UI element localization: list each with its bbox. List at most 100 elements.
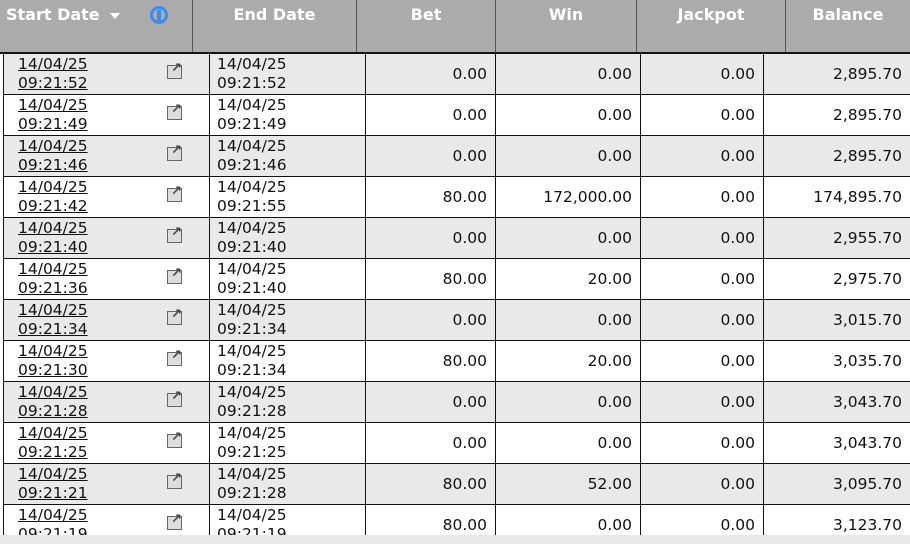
- end-date-cell: 14/04/25 09:21:25: [210, 423, 366, 463]
- end-date: 14/04/25: [217, 424, 287, 442]
- jackpot-cell: 0.00: [641, 259, 764, 299]
- external-link-icon[interactable]: [167, 428, 182, 448]
- header-end-date[interactable]: End Date: [193, 0, 357, 52]
- balance-cell: 3,043.70: [832, 434, 902, 452]
- win-cell: 20.00: [496, 341, 641, 381]
- end-time: 09:21:52: [217, 74, 287, 92]
- start-date-link[interactable]: 14/04/25 09:21:28: [18, 383, 88, 420]
- jackpot-cell: 0.00: [641, 218, 764, 258]
- external-link-icon[interactable]: [167, 141, 182, 161]
- start-date: 14/04/25: [18, 465, 88, 483]
- win-cell: 0.00: [496, 423, 641, 463]
- external-link-icon[interactable]: [167, 100, 182, 120]
- win-cell: 0.00: [496, 54, 641, 94]
- start-date-cell: 14/04/25 09:21:28: [3, 382, 210, 422]
- info-icon[interactable]: [150, 6, 168, 24]
- start-time: 09:21:46: [18, 156, 88, 174]
- end-date: 14/04/25: [217, 465, 287, 483]
- start-date-cell: 14/04/25 09:21:21: [3, 464, 210, 504]
- start-date-link[interactable]: 14/04/25 09:21:25: [18, 424, 88, 461]
- end-time: 09:21:28: [217, 402, 287, 420]
- balance-cell: 3,123.70: [832, 516, 902, 534]
- start-date-link[interactable]: 14/04/25 09:21:52: [18, 55, 88, 92]
- balance-cell: 174,895.70: [813, 188, 902, 206]
- bet-cell: 80.00: [366, 341, 496, 381]
- bet-cell: 0.00: [366, 382, 496, 422]
- end-time: 09:21:28: [217, 484, 287, 502]
- external-link-icon[interactable]: [167, 510, 182, 530]
- horizontal-scrollbar[interactable]: [0, 535, 910, 544]
- start-date-link[interactable]: 14/04/25 09:21:49: [18, 96, 88, 133]
- win-cell: 0.00: [496, 382, 641, 422]
- start-time: 09:21:25: [18, 443, 88, 461]
- start-date: 14/04/25: [18, 96, 88, 114]
- start-date-cell: 14/04/25 09:21:19: [3, 505, 210, 535]
- bet-cell: 0.00: [366, 136, 496, 176]
- end-date: 14/04/25: [217, 301, 287, 319]
- balance-cell: 2,955.70: [832, 229, 902, 247]
- start-date-cell: 14/04/25 09:21:46: [3, 136, 210, 176]
- jackpot-cell: 0.00: [641, 505, 764, 535]
- start-date-link[interactable]: 14/04/25 09:21:42: [18, 178, 88, 215]
- win-cell: 20.00: [496, 259, 641, 299]
- start-date: 14/04/25: [18, 383, 88, 401]
- table-header: Start Date End Date Bet Win Jackpot Bala…: [0, 0, 910, 54]
- end-date-cell: 14/04/25 09:21:19: [210, 505, 366, 535]
- start-date-cell: 14/04/25 09:21:25: [3, 423, 210, 463]
- start-date: 14/04/25: [18, 301, 88, 319]
- balance-cell: 3,043.70: [832, 393, 902, 411]
- table-row: 14/04/2509:21:1914/04/2509:21:1980.000.0…: [3, 505, 910, 535]
- end-date-cell: 14/04/25 09:21:52: [210, 54, 366, 94]
- bet-cell: 80.00: [366, 464, 496, 504]
- table-row: 14/04/2509:21:2114/04/2509:21:2880.0052.…: [3, 464, 910, 505]
- win-cell: 172,000.00: [496, 177, 641, 217]
- end-date: 14/04/25: [217, 506, 287, 524]
- external-link-icon[interactable]: [167, 305, 182, 325]
- start-date: 14/04/25: [18, 342, 88, 360]
- end-time: 09:21:19: [217, 525, 287, 535]
- jackpot-cell: 0.00: [641, 95, 764, 135]
- external-link-icon[interactable]: [167, 469, 182, 489]
- header-win[interactable]: Win: [496, 0, 637, 52]
- start-date-cell: 14/04/25 09:21:40: [3, 218, 210, 258]
- start-date-link[interactable]: 14/04/25 09:21:46: [18, 137, 88, 174]
- start-date: 14/04/25: [18, 506, 88, 524]
- start-date-link[interactable]: 14/04/25 09:21:40: [18, 219, 88, 256]
- jackpot-cell: 0.00: [641, 136, 764, 176]
- external-link-icon[interactable]: [167, 223, 182, 243]
- start-date: 14/04/25: [18, 178, 88, 196]
- start-date: 14/04/25: [18, 260, 88, 278]
- start-date-link[interactable]: 14/04/25 09:21:21: [18, 465, 88, 502]
- balance-cell: 3,095.70: [832, 475, 902, 493]
- start-time: 09:21:36: [18, 279, 88, 297]
- start-date-link[interactable]: 14/04/25 09:21:36: [18, 260, 88, 297]
- win-cell: 0.00: [496, 95, 641, 135]
- win-cell: 0.00: [496, 218, 641, 258]
- end-date-cell: 14/04/25 09:21:28: [210, 464, 366, 504]
- external-link-icon[interactable]: [167, 264, 182, 284]
- balance-cell: 3,035.70: [832, 352, 902, 370]
- header-bet[interactable]: Bet: [357, 0, 496, 52]
- balance-cell: 2,895.70: [832, 65, 902, 83]
- start-date-cell: 14/04/25 09:21:42: [3, 177, 210, 217]
- external-link-icon[interactable]: [167, 59, 182, 79]
- start-date-link[interactable]: 14/04/25 09:21:30: [18, 342, 88, 379]
- end-time: 09:21:34: [217, 320, 287, 338]
- start-date-cell: 14/04/25 09:21:36: [3, 259, 210, 299]
- header-start-date[interactable]: Start Date: [0, 0, 193, 52]
- start-time: 09:21:42: [18, 197, 88, 215]
- header-jackpot[interactable]: Jackpot: [637, 0, 786, 52]
- sort-desc-icon[interactable]: [109, 12, 120, 19]
- external-link-icon[interactable]: [167, 346, 182, 366]
- table-row: 14/04/2509:21:3014/04/2509:21:3480.0020.…: [3, 341, 910, 382]
- balance-cell: 3,015.70: [832, 311, 902, 329]
- start-time: 09:21:19: [18, 525, 88, 535]
- balance-cell: 2,895.70: [832, 147, 902, 165]
- header-balance[interactable]: Balance: [812, 5, 884, 24]
- end-date-cell: 14/04/25 09:21:34: [210, 300, 366, 340]
- table-row: 14/04/2509:21:2814/04/2509:21:280.000.00…: [3, 382, 910, 423]
- external-link-icon[interactable]: [167, 387, 182, 407]
- start-date-link[interactable]: 14/04/25 09:21:34: [18, 301, 88, 338]
- start-date-link[interactable]: 14/04/25 09:21:19: [18, 506, 88, 535]
- external-link-icon[interactable]: [167, 182, 182, 202]
